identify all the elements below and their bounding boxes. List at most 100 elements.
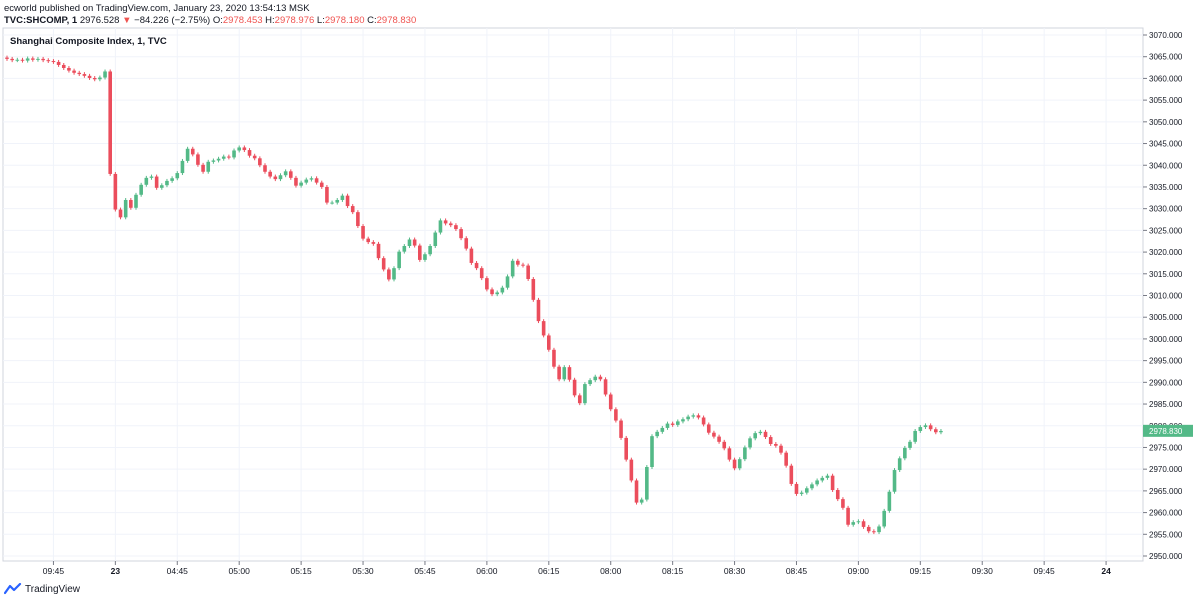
candle-body [913, 430, 917, 442]
candle-body [82, 74, 87, 76]
candle-body [273, 176, 278, 180]
candle-body [31, 58, 35, 60]
candle-body [196, 154, 200, 165]
candle [108, 69, 112, 176]
candle [810, 482, 814, 491]
candle [701, 415, 706, 427]
candle [918, 425, 923, 433]
candle [794, 481, 799, 496]
candle-body [438, 220, 443, 233]
candle [283, 169, 288, 178]
candle-body [526, 265, 530, 280]
candle-body [221, 156, 226, 159]
y-tick-label: 3030.000 [1149, 205, 1183, 214]
candle-body [294, 177, 298, 186]
candle-body [872, 531, 876, 533]
candle [887, 489, 892, 513]
x-tick-label: 08:00 [600, 566, 622, 576]
x-tick-label: 09:00 [848, 566, 870, 576]
candle [82, 72, 87, 78]
candle [273, 174, 278, 182]
y-tick-label: 3035.000 [1149, 183, 1183, 192]
candle-body [665, 423, 670, 428]
candle-body [139, 184, 143, 195]
x-tick-label: 05:30 [352, 566, 374, 576]
candle-body [25, 58, 30, 61]
candle-body [768, 437, 773, 444]
y-tick-label: 3025.000 [1149, 226, 1183, 235]
candle [211, 158, 216, 164]
candle [206, 159, 211, 174]
candle [851, 520, 856, 527]
candle-body [660, 427, 665, 432]
candle-body [392, 268, 396, 280]
candle-body [247, 150, 252, 156]
candle [25, 56, 30, 63]
candle [170, 176, 174, 183]
candle [247, 148, 252, 158]
candle [552, 347, 556, 369]
candle [495, 290, 499, 297]
candle-body [366, 238, 370, 243]
candle [397, 249, 401, 271]
last-price-label: 2978.830 [1149, 427, 1183, 436]
candle [485, 276, 489, 292]
candle-body [686, 416, 690, 420]
candle-body [908, 441, 912, 448]
candle [299, 180, 303, 188]
candle [196, 152, 200, 167]
candle [232, 148, 236, 160]
candle-body [283, 171, 288, 176]
candle [92, 76, 97, 82]
candle-body [753, 433, 757, 439]
candle [799, 490, 804, 496]
candle [376, 241, 381, 261]
candle-body [794, 483, 799, 494]
footer[interactable]: TradingView [4, 583, 80, 595]
y-tick-label: 2965.000 [1149, 487, 1183, 496]
candle [469, 246, 474, 265]
candle-body [309, 178, 314, 180]
candle-body [846, 507, 850, 525]
candle [882, 508, 886, 529]
candle [242, 145, 247, 153]
candle-body [557, 366, 561, 380]
tradingview-logo-icon [4, 583, 22, 595]
candle-body [691, 415, 696, 417]
y-tick-label: 2990.000 [1149, 378, 1183, 387]
x-tick-label: 09:45 [43, 566, 65, 576]
candle-body [681, 419, 685, 422]
candle-body [485, 278, 489, 290]
candle-body [737, 459, 742, 469]
y-tick-label: 3065.000 [1149, 53, 1183, 62]
candle [438, 218, 443, 235]
candle-body [805, 488, 809, 493]
candle [61, 63, 66, 70]
candle-body [939, 430, 943, 433]
candle-body [216, 158, 221, 161]
candle-body [645, 466, 649, 500]
candle-body [851, 522, 856, 525]
candle [779, 443, 783, 455]
candle-body [469, 248, 474, 263]
candle [392, 266, 396, 282]
candle-body [160, 185, 164, 188]
candle [185, 146, 190, 163]
candle-body [67, 67, 71, 71]
candle-body [263, 165, 267, 172]
candle [624, 435, 628, 462]
candle-body [56, 61, 61, 65]
x-axis[interactable]: 09:45 23 04:45 05:00 05:15 05:30 05:45 06:00 06:… [43, 28, 1111, 576]
candle [717, 434, 721, 444]
candle-body [190, 148, 195, 155]
y-tick-label: 2995.000 [1149, 357, 1183, 366]
candle-body [51, 61, 56, 63]
symbol: TVC:SHCOMP, 1 [4, 15, 78, 26]
x-tick-label: 05:00 [229, 566, 251, 576]
candle-body [639, 499, 644, 503]
y-axis[interactable]: 2950.000 2955.000 2960.000 2965.000 2970.000… [3, 31, 1183, 561]
x-tick-label: 24 [1101, 566, 1111, 576]
y-tick-label: 2955.000 [1149, 530, 1183, 539]
candle [650, 434, 654, 469]
